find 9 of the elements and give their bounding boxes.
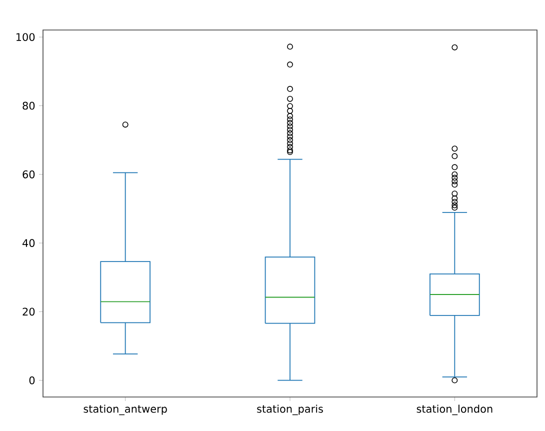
y-tick-label: 0 bbox=[29, 376, 35, 384]
y-tick-label: 100 bbox=[16, 33, 35, 42]
x-tick-label: station_antwerp bbox=[84, 404, 167, 416]
y-tick-label: 40 bbox=[22, 239, 35, 247]
y-tick-label: 60 bbox=[22, 170, 35, 178]
y-tick-label: 20 bbox=[22, 308, 35, 316]
x-tick-label: station_paris bbox=[257, 404, 323, 416]
x-tick-label: station_london bbox=[416, 404, 492, 416]
y-tick-label: 80 bbox=[22, 102, 35, 110]
